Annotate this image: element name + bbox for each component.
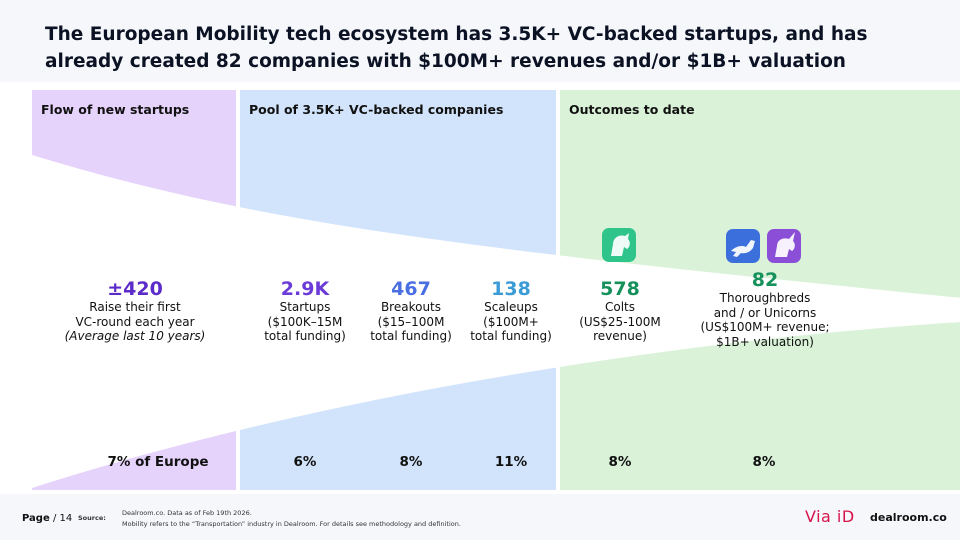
pool-column-header: Pool of 3.5K+ VC-backed companies: [249, 102, 504, 117]
share-scaleups: 11%: [494, 454, 528, 470]
share-of-europe: 7% of Europe: [107, 454, 209, 470]
colt-horse-icon: [602, 228, 636, 262]
metric-label: (US$100M+ revenue;: [700, 320, 830, 334]
page-indicator: Page / 14: [22, 513, 72, 524]
page-number: / 14: [52, 513, 73, 524]
metric-new-startups: ±420 Raise their first VC-round each yea…: [45, 278, 225, 344]
footer: [0, 494, 960, 540]
outcomes-column-header: Outcomes to date: [569, 102, 695, 117]
thoroughbred-horse-icon: [726, 229, 760, 263]
metric-label: total funding): [370, 329, 452, 343]
metric-unicorns: 82 Thoroughbreds and / or Unicorns (US$1…: [692, 269, 838, 349]
source-line: Mobility refers to the “Transportation” …: [122, 520, 461, 528]
brand-logo: dealroom.co: [870, 511, 947, 524]
metric-value: 578: [600, 278, 640, 300]
metric-value: 138: [491, 278, 531, 300]
page-label: Page: [22, 513, 50, 524]
source-label: Source:: [78, 514, 106, 522]
metric-breakouts: 467 Breakouts ($15–100M total funding): [362, 278, 460, 344]
share-colts: 8%: [608, 454, 632, 470]
metric-label: Scaleups: [484, 300, 538, 314]
metric-label: Startups: [279, 300, 331, 314]
share-breakouts: 8%: [399, 454, 423, 470]
title-band: [0, 0, 960, 82]
metric-label: ($100M+: [483, 314, 539, 329]
share-unicorns: 8%: [752, 454, 776, 470]
metric-label: Raise their first: [89, 300, 181, 314]
metric-label: VC-round each year: [75, 314, 195, 329]
column-divider: [556, 90, 560, 492]
column-divider: [236, 90, 240, 492]
metric-value: 467: [391, 278, 431, 300]
metric-colts: 578 Colts (US$25-100M revenue): [568, 278, 672, 344]
metric-label: ($15–100M: [377, 314, 445, 329]
page-title: The European Mobility tech ecosystem has…: [45, 24, 868, 72]
unicorn-icon: [767, 229, 801, 263]
metric-label: revenue): [593, 329, 647, 343]
flow-column-header: Flow of new startups: [41, 102, 190, 117]
metric-scaleups: 138 Scaleups ($100M+ total funding): [462, 278, 560, 344]
funnel-band: [32, 155, 960, 488]
metric-label: (US$25-100M: [579, 314, 661, 329]
metric-value: 82: [751, 269, 779, 291]
metric-startups: 2.9K Startups ($100K–15M total funding): [255, 278, 355, 344]
metric-label: Colts: [604, 300, 635, 314]
metric-label: ($100K–15M: [267, 314, 343, 329]
source-line: Dealroom.co. Data as of Feb 19th 2026.: [122, 509, 252, 517]
metric-label: total funding): [470, 329, 552, 343]
metric-label: Breakouts: [380, 300, 442, 314]
metric-value: 2.9K: [280, 278, 330, 300]
metric-label: Thoroughbreds: [719, 291, 811, 305]
partner-logo: Via iD: [805, 507, 855, 526]
metric-value: ±420: [107, 278, 163, 300]
source-text: Dealroom.co. Data as of Feb 19th 2026. M…: [122, 508, 461, 530]
metric-label: $1B+ valuation): [716, 334, 814, 349]
metric-label: and / or Unicorns: [713, 305, 817, 320]
share-startups: 6%: [293, 454, 317, 470]
metric-label: total funding): [264, 329, 346, 343]
metric-note: (Average last 10 years): [64, 329, 206, 343]
